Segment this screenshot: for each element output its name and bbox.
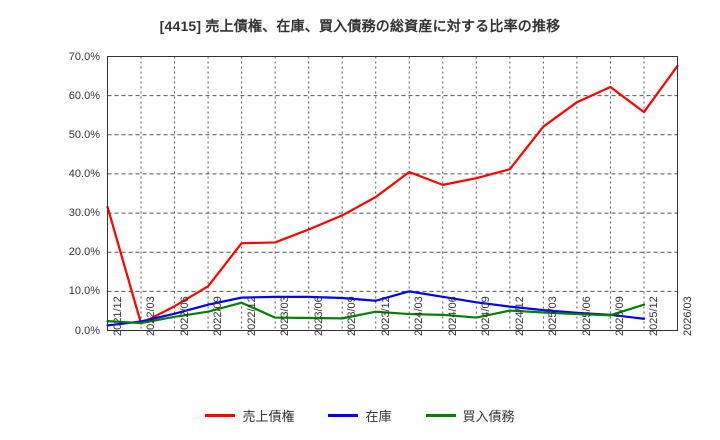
x-axis-tick-label: 2026/03 <box>681 296 694 336</box>
y-axis-tick-label: 10.0% <box>68 285 100 298</box>
x-axis-tick-label: 2024/03 <box>413 296 426 336</box>
x-axis-tick-label: 2022/03 <box>145 296 158 336</box>
x-axis-tick-label: 2025/09 <box>614 296 627 336</box>
series-line-2 <box>106 301 646 325</box>
legend-label: 買入債務 <box>462 409 515 424</box>
x-axis-tick-label: 2023/09 <box>346 296 359 336</box>
legend-color-swatch <box>425 414 456 417</box>
y-axis-tick-label: 0.0% <box>74 324 100 337</box>
y-axis-tick-label: 50.0% <box>68 128 100 141</box>
y-axis-tick-label: 20.0% <box>68 246 100 259</box>
chart-legend: 売上債権 在庫 買入債務 <box>0 406 720 425</box>
x-axis-tick-label: 2023/06 <box>312 296 325 336</box>
legend-item[interactable]: 売上債権 <box>205 406 294 425</box>
y-axis-tick-label: 60.0% <box>68 89 100 102</box>
series-line-1 <box>106 290 646 327</box>
x-axis-tick-label: 2024/09 <box>480 296 493 336</box>
x-axis-tick-label: 2022/09 <box>212 296 225 336</box>
y-axis-tick-label: 70.0% <box>68 50 100 63</box>
y-axis-tick-label: 40.0% <box>68 167 100 180</box>
x-axis-tick-label: 2025/03 <box>547 296 560 336</box>
grid-lines <box>107 56 678 331</box>
y-axis-tick-label: 30.0% <box>68 207 100 220</box>
x-axis-tick-label: 2022/06 <box>178 296 191 336</box>
x-axis-tick-label: 2021/12 <box>111 296 124 336</box>
x-axis-tick-label: 2023/12 <box>379 296 392 336</box>
x-axis-tick-label: 2024/12 <box>513 296 526 336</box>
data-series-layer <box>106 64 679 327</box>
legend-item[interactable]: 在庫 <box>328 406 392 425</box>
x-axis-tick-label: 2023/03 <box>279 296 292 336</box>
legend-label: 在庫 <box>365 409 392 424</box>
legend-color-swatch <box>205 414 236 417</box>
series-line-0 <box>106 64 679 325</box>
legend-item[interactable]: 買入債務 <box>425 406 515 425</box>
legend-label: 売上債権 <box>242 409 295 424</box>
page-title: [4415] 売上債権、在庫、買入債務の総資産に対する比率の推移 <box>159 18 561 34</box>
legend-color-swatch <box>328 414 359 417</box>
x-axis-tick-label: 2025/12 <box>647 296 660 336</box>
x-axis-tick-label: 2022/12 <box>245 296 258 336</box>
x-axis-tick-label: 2025/06 <box>580 296 593 336</box>
plot-frame <box>107 56 678 331</box>
x-axis-tick-label: 2024/06 <box>446 296 459 336</box>
